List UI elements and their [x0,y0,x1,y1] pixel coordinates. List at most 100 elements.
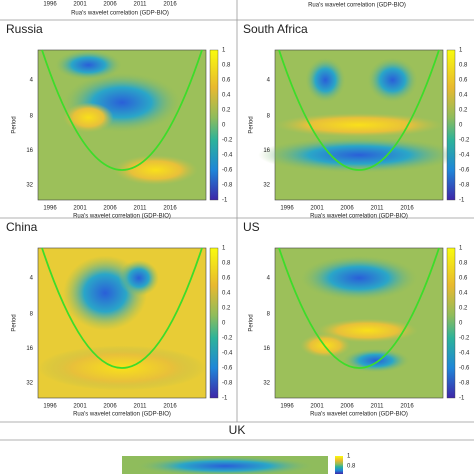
x-tick-label: 1996 [43,206,57,212]
y-tick-label: 8 [30,312,34,318]
colorbar-tick-label: -0.6 [222,366,233,372]
y-axis-label: Period [12,314,18,331]
x-axis-label: Rua's wavelet correlation (GDP-BIO) [73,214,171,220]
y-tick-label: 8 [267,114,271,120]
colorbar-tick-label: -0.8 [459,381,470,387]
y-axis-label: Period [12,116,18,133]
colorbar-tick-label: 0.2 [459,306,468,312]
y-tick-label: 4 [267,276,271,282]
contour-region [367,57,418,103]
cone-of-influence [278,49,440,171]
x-tick-label: 2006 [340,206,354,212]
contour-region [54,50,122,80]
colorbar-tick-label: 1 [222,48,226,54]
colorbar-tick-label: 0.6 [459,276,468,282]
y-tick-label: 16 [263,346,270,352]
colorbar-tick-label: 0.2 [222,108,231,114]
x-tick-label: 1996 [43,2,57,8]
colorbar-tick-label: -0.2 [222,138,233,144]
colorbar [446,247,456,399]
x-tick-label: 1996 [43,404,57,410]
colorbar-tick-label: 0.4 [459,93,468,99]
y-tick-label: 16 [26,148,33,154]
x-tick-label: 2011 [371,404,385,410]
contour-region [317,318,418,343]
colorbar-tick-label: -1 [222,396,228,402]
y-tick-label: 16 [263,148,270,154]
y-axis-label: Period [249,116,255,133]
x-tick-label: 1996 [280,206,294,212]
x-axis-label: Rua's wavelet correlation (GDP-BIO) [310,214,408,220]
y-tick-label: 32 [263,183,270,189]
x-tick-label: 2006 [340,404,354,410]
x-tick-label: 2016 [400,404,414,410]
colorbar-tick-label: 0 [459,123,463,129]
panel-title: South Africa [243,22,308,36]
colorbar-tick-label: -1 [459,198,465,204]
colorbar-tick-label: -0.8 [222,183,233,189]
colorbar [209,49,219,201]
panel-title: US [243,220,260,234]
colorbar [446,49,456,201]
x-tick-label: 1996 [280,404,294,410]
panel: Russia Period 4 8 16 32 1996 2001 2006 2011 2016 Ru… [6,22,233,219]
colorbar-tick-label: 1 [222,246,226,252]
frames [0,0,474,441]
y-tick-label: 16 [26,346,33,352]
colorbar-tick-label: 0.6 [459,78,468,84]
colorbar-tick-label: 0.2 [459,108,468,114]
colorbar-tick-label: 1 [459,246,463,252]
colorbar-tick-label: -0.2 [459,138,470,144]
panel: US Period 4 8 16 32 1996 2001 2006 2011 2016 Rua's … [243,220,470,417]
y-axis-label: Period [249,314,255,331]
colorbar-tick-label: 0 [222,123,226,129]
colorbar-tick-label: 0.8 [222,261,231,267]
y-tick-label: 8 [267,312,271,318]
x-tick-label: 2016 [400,206,414,212]
colorbar-tick-label: 0.6 [222,276,231,282]
uk-cb-tick: 1 [347,454,351,460]
y-tick-label: 4 [267,78,271,84]
x-tick-label: 2011 [134,404,148,410]
cone-of-influence [41,49,203,171]
x-tick-label: 2001 [73,404,87,410]
colorbar-tick-label: -0.4 [222,153,233,159]
x-tick-label: 2006 [103,404,117,410]
colorbar-tick-label: -0.4 [459,351,470,357]
colorbar-tick-label: 0.8 [459,63,468,69]
colorbar-tick-label: -0.6 [222,168,233,174]
y-tick-label: 32 [26,183,33,189]
colorbar-tick-label: -0.8 [222,381,233,387]
panel-title: Russia [6,22,43,36]
x-tick-label: 2006 [103,2,117,8]
x-axis-label: Rua's wavelet correlation (GDP-BIO) [71,11,169,17]
colorbar-tick-label: 0.4 [222,93,231,99]
colorbar-tick-label: -0.8 [459,183,470,189]
x-tick-label: 2001 [73,206,87,212]
uk-blob [135,456,315,474]
x-tick-label: 2011 [134,206,148,212]
colorbar [209,247,219,399]
contour-region [305,57,346,103]
colorbar-tick-label: 0.4 [459,291,468,297]
x-tick-label: 2006 [103,206,117,212]
colorbar-tick-label: -0.2 [222,336,233,342]
x-tick-label: 2016 [163,2,177,8]
colorbar-tick-label: -0.2 [459,336,470,342]
contour-region [118,260,159,296]
uk-title: UK [229,423,246,437]
x-tick-label: 2016 [163,206,177,212]
y-tick-label: 32 [263,381,270,387]
x-axis-label: Rua's wavelet correlation (GDP-BIO) [308,3,406,9]
colorbar-tick-label: -0.4 [222,351,233,357]
colorbar-tick-label: 0 [459,321,463,327]
colorbar-tick-label: 0.6 [222,78,231,84]
panel: South Africa Period 4 8 16 32 1996 2001 2006 2011… [243,22,470,219]
y-tick-label: 32 [26,381,33,387]
x-axis-label: Rua's wavelet correlation (GDP-BIO) [310,412,408,418]
colorbar-tick-label: 0.2 [222,306,231,312]
colorbar-tick-label: 0.4 [222,291,231,297]
x-tick-label: 2001 [73,2,87,8]
colorbar-tick-label: 0.8 [459,261,468,267]
